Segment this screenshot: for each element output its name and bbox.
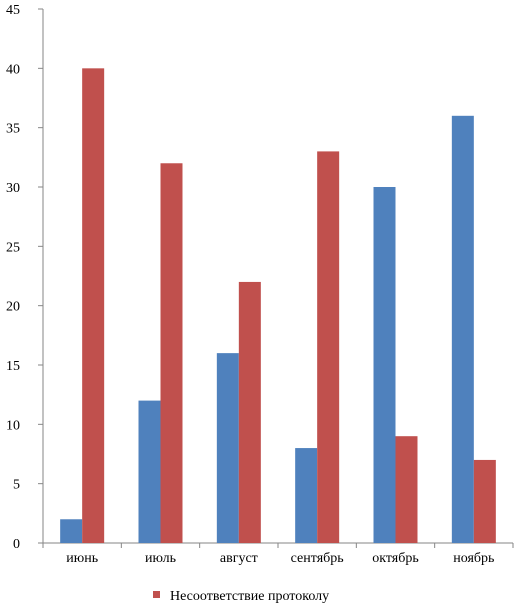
bar-series-1 [295,448,318,543]
y-tick-label: 25 [6,240,20,255]
bar-series-2 [82,68,105,543]
y-tick-label: 10 [6,418,20,433]
bar-series-2 [473,459,496,543]
y-tick-label: 20 [6,300,20,315]
legend-swatch [153,591,160,598]
x-tick-label: август [220,551,258,566]
bar-series-1 [373,187,396,543]
y-tick-label: 40 [6,62,20,77]
x-tick-label: сентябрь [291,551,344,566]
bar-series-2 [238,281,261,543]
y-tick-label: 30 [6,181,20,196]
x-axis: июнь июль август сентябрь октябрь ноябрь [42,542,514,566]
y-tick-label: 35 [6,122,20,137]
x-tick-label: октябрь [372,551,419,566]
y-tick-label: 15 [6,359,20,374]
y-axis: 0 5 10 15 20 25 30 35 40 45 [6,3,44,552]
y-tick-label: 45 [6,3,20,18]
bar-series-2 [317,151,340,543]
y-tick-label: 5 [13,478,20,493]
y-tick-label: 0 [13,537,20,552]
bar-series-1 [60,519,83,543]
legend-label: Несоответствие протоколу [170,589,329,604]
bar-series-1 [138,400,161,543]
x-tick-label: июль [145,551,176,566]
x-tick-label: ноябрь [453,551,494,566]
x-tick-label: июнь [66,551,98,566]
bar-series-2 [395,436,418,543]
bar-series-1 [451,115,474,544]
bars [60,68,496,544]
legend: Несоответствие протоколу [153,589,329,604]
bar-series-2 [160,163,183,543]
bar-series-1 [216,353,239,543]
